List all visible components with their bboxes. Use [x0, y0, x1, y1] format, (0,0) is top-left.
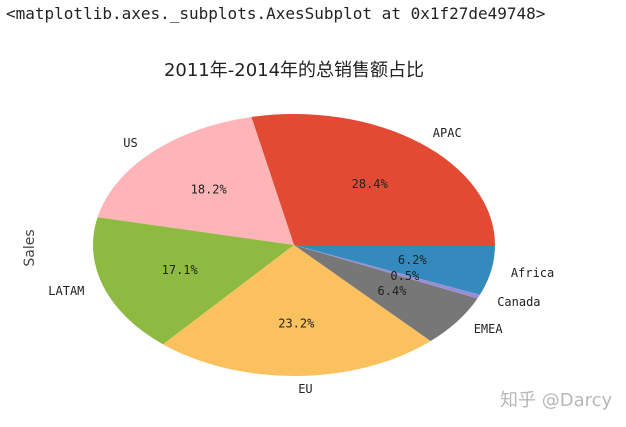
pie-slice-latam — [93, 217, 294, 345]
pie-slice-africa — [294, 245, 495, 295]
pct-label-apac: 28.4% — [352, 177, 389, 191]
pie-labels: APAC 28.4% US 18.2% LATAM 17.1% EU 23.2% EMEA 6.4… — [48, 126, 554, 396]
pct-label-eu: 23.2% — [278, 317, 315, 331]
pct-label-emea: 6.4% — [378, 284, 408, 298]
slice-label-apac: APAC — [433, 126, 462, 140]
pie-slice-emea — [294, 245, 478, 342]
slice-label-us: US — [123, 136, 137, 150]
pct-label-canada: 0.5% — [390, 269, 420, 283]
pct-label-us: 18.2% — [191, 182, 228, 196]
watermark-text: 知乎 @Darcy — [500, 390, 613, 411]
pie-slice-eu — [162, 245, 431, 377]
slice-label-africa: Africa — [511, 266, 554, 280]
chart-title: 2011年-2014年的总销售额占比 — [164, 60, 424, 81]
slice-label-eu: EU — [298, 382, 312, 396]
pct-label-latam: 17.1% — [162, 263, 199, 277]
slice-label-latam: LATAM — [48, 284, 84, 298]
slice-label-canada: Canada — [497, 295, 540, 309]
pie-slices — [93, 114, 495, 377]
y-axis-label: Sales — [22, 229, 38, 266]
output-repr-text: <matplotlib.axes._subplots.AxesSubplot a… — [6, 4, 546, 23]
pie-slice-us — [97, 116, 294, 245]
slice-label-emea: EMEA — [474, 322, 504, 336]
pie-slice-apac — [251, 114, 495, 245]
pie-slice-canada — [294, 245, 480, 299]
pct-label-africa: 6.2% — [398, 253, 428, 267]
